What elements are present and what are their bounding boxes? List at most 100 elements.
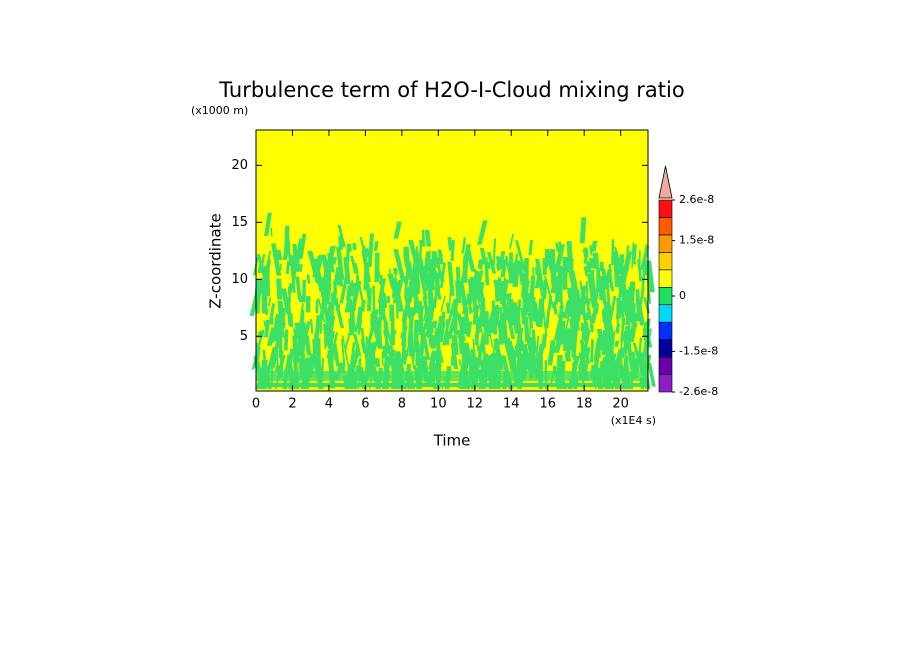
field-pattern: [526, 337, 534, 351]
colorbar-box: [658, 217, 673, 236]
field-pattern: [346, 285, 353, 300]
field-pattern: [565, 328, 578, 363]
field-pattern: [353, 333, 362, 357]
colorbar-tick-label: 0: [679, 289, 686, 302]
field-pattern: [436, 276, 440, 296]
field-pattern: [477, 220, 488, 245]
colorbar-box: [658, 252, 673, 271]
field-pattern: [508, 252, 513, 284]
field-pattern: [597, 275, 606, 298]
axes: 0 2 4 6 8 10 12 14 16 18 20 5 10 15 20 2.6e-8 1.5e-8 0 -1.…: [231, 129, 718, 412]
field-pattern: [541, 334, 547, 349]
colorbar-tick-label: 2.6e-8: [679, 193, 714, 206]
field-pattern: [269, 303, 276, 322]
field-pattern: [621, 261, 627, 291]
field-pattern: [403, 246, 411, 267]
field-pattern: [514, 253, 519, 263]
field-pattern: [343, 257, 351, 285]
field-pattern: [582, 249, 589, 266]
field-pattern: [259, 254, 266, 273]
field-pattern: [264, 250, 272, 274]
field-pattern: [350, 282, 358, 296]
field-pattern: [572, 297, 581, 320]
field-pattern: [552, 301, 557, 309]
field-pattern: [271, 352, 275, 364]
field-pattern: [426, 252, 431, 264]
colorbar-box: [658, 199, 673, 218]
field-pattern: [321, 254, 329, 271]
field-pattern: [546, 295, 553, 319]
field-pattern: [555, 242, 560, 252]
field-pattern: [613, 251, 621, 288]
field-pattern: [618, 280, 621, 292]
field-pattern: [604, 358, 612, 371]
field-pattern: [646, 268, 652, 304]
field-pattern: [283, 329, 289, 351]
field-pattern: [292, 243, 299, 272]
field-pattern: [632, 312, 639, 324]
field-pattern: [599, 261, 604, 272]
field-pattern: [333, 343, 340, 367]
field-pattern: [604, 302, 609, 312]
field-pattern: [401, 334, 405, 363]
field-pattern: [349, 342, 356, 367]
field-pattern: [287, 283, 294, 294]
field-pattern: [486, 252, 497, 274]
field-pattern: [581, 323, 589, 340]
field-pattern: [430, 263, 436, 291]
field-pattern: [590, 240, 598, 252]
field-pattern: [327, 350, 331, 366]
field-pattern: [356, 276, 365, 307]
field-pattern: [251, 333, 264, 370]
field-pattern: [536, 357, 543, 368]
field-pattern: [263, 212, 272, 237]
field-pattern: [282, 317, 286, 326]
field-pattern: [290, 268, 296, 293]
field-pattern: [314, 254, 324, 275]
field-pattern: [322, 297, 329, 321]
x-tick-label: 6: [361, 397, 369, 412]
field-pattern: [457, 291, 461, 300]
field-pattern: [371, 314, 384, 349]
field-pattern: [564, 301, 569, 319]
field-pattern: [406, 269, 412, 280]
field-pattern: [300, 309, 305, 340]
field-pattern: [388, 268, 394, 290]
field-pattern: [618, 337, 624, 366]
field-pattern: [296, 264, 303, 272]
y-tick-label: 10: [231, 272, 248, 287]
field-pattern: [493, 309, 498, 335]
field-pattern: [284, 225, 290, 247]
field-pattern: [549, 248, 557, 285]
colorbar-tick-label: 1.5e-8: [679, 234, 714, 247]
field-pattern: [628, 351, 634, 369]
y-unit: (x1000 m): [191, 104, 248, 117]
field-pattern: [590, 303, 600, 324]
field-pattern: [393, 249, 406, 282]
field-pattern: [474, 334, 483, 362]
x-axis-label: Time: [433, 432, 471, 450]
field-pattern: [601, 329, 609, 355]
field-pattern: [484, 310, 489, 345]
x-tick-label: 8: [398, 397, 406, 412]
field-pattern: [288, 313, 294, 328]
field-pattern: [542, 279, 548, 299]
field-pattern: [278, 334, 283, 359]
plot-frame: [255, 129, 649, 392]
field-pattern: [564, 308, 572, 335]
field-pattern: [416, 306, 420, 314]
field-pattern: [567, 286, 576, 315]
x-tick-label: 10: [430, 397, 447, 412]
field-pattern: [266, 346, 277, 374]
field-pattern: [508, 347, 515, 357]
field-pattern: [545, 317, 550, 329]
field-pattern: [312, 333, 319, 358]
field-pattern: [428, 269, 433, 305]
field-pattern: [385, 322, 389, 334]
field-pattern: [592, 252, 599, 270]
field-pattern: [486, 309, 495, 336]
field-pattern: [510, 298, 518, 334]
field-pattern: [461, 237, 467, 254]
field-pattern: [285, 261, 291, 275]
